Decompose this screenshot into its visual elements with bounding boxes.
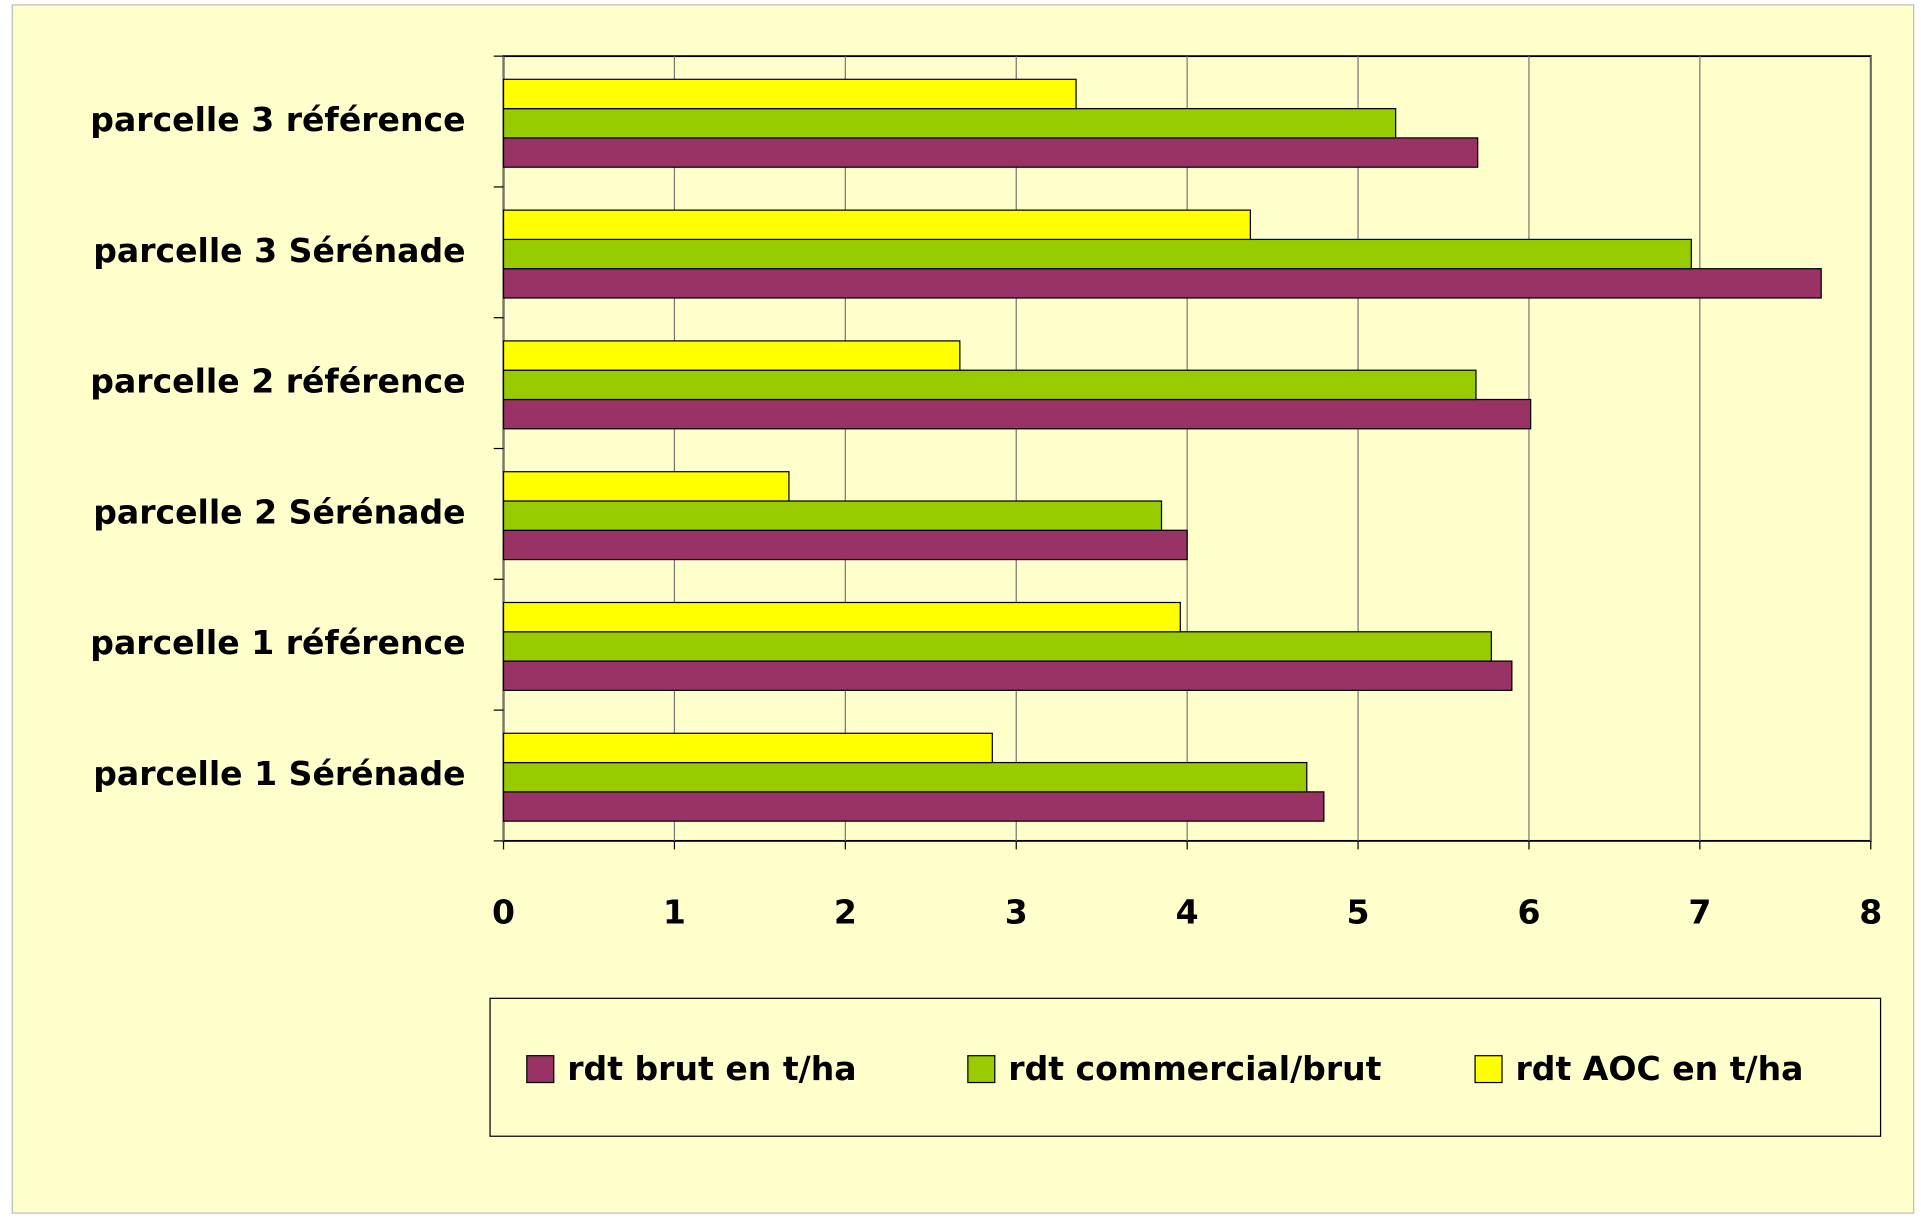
x-tick-label: 2: [834, 893, 857, 932]
bar: [502, 137, 1479, 168]
bar: [502, 369, 1477, 401]
x-tick-label: 5: [1347, 893, 1370, 932]
legend-swatch: [526, 1055, 555, 1084]
bar: [502, 791, 1325, 822]
bar: [502, 500, 1163, 531]
x-tick-label: 6: [1517, 893, 1540, 932]
x-tick-label: 8: [1859, 893, 1882, 932]
bar: [502, 209, 1251, 241]
x-tick-label: 4: [1176, 893, 1199, 932]
y-tick-label: parcelle 1 Sérénade: [93, 754, 465, 793]
x-tick-label: 3: [1005, 893, 1028, 932]
legend-label: rdt AOC en t/ha: [1515, 1049, 1803, 1088]
bar: [502, 761, 1308, 793]
bar: [502, 631, 1492, 662]
bar: [502, 660, 1513, 691]
bar: [502, 529, 1188, 561]
legend-label: rdt commercial/brut: [1008, 1049, 1381, 1088]
bar: [502, 398, 1532, 430]
legend-box: [489, 997, 1882, 1137]
bar: [502, 268, 1822, 299]
y-tick-label: parcelle 2 Sérénade: [93, 492, 465, 531]
legend-swatch: [967, 1055, 996, 1084]
y-tick-label: parcelle 2 référence: [90, 362, 465, 401]
bar: [502, 340, 961, 371]
legend-label: rdt brut en t/ha: [567, 1049, 856, 1088]
y-tick-label: parcelle 3 référence: [90, 100, 465, 139]
legend-swatch: [1474, 1055, 1503, 1084]
y-tick-label: parcelle 3 Sérénade: [93, 231, 465, 270]
bar: [502, 108, 1397, 139]
bar: [502, 78, 1077, 110]
x-tick-label: 1: [663, 893, 686, 932]
x-tick-label: 0: [492, 893, 515, 932]
x-tick-label: 7: [1688, 893, 1711, 932]
y-tick-label: parcelle 1 référence: [90, 623, 465, 662]
bar: [502, 732, 993, 764]
bar: [502, 238, 1692, 270]
bar: [502, 601, 1181, 633]
bar: [502, 471, 790, 502]
